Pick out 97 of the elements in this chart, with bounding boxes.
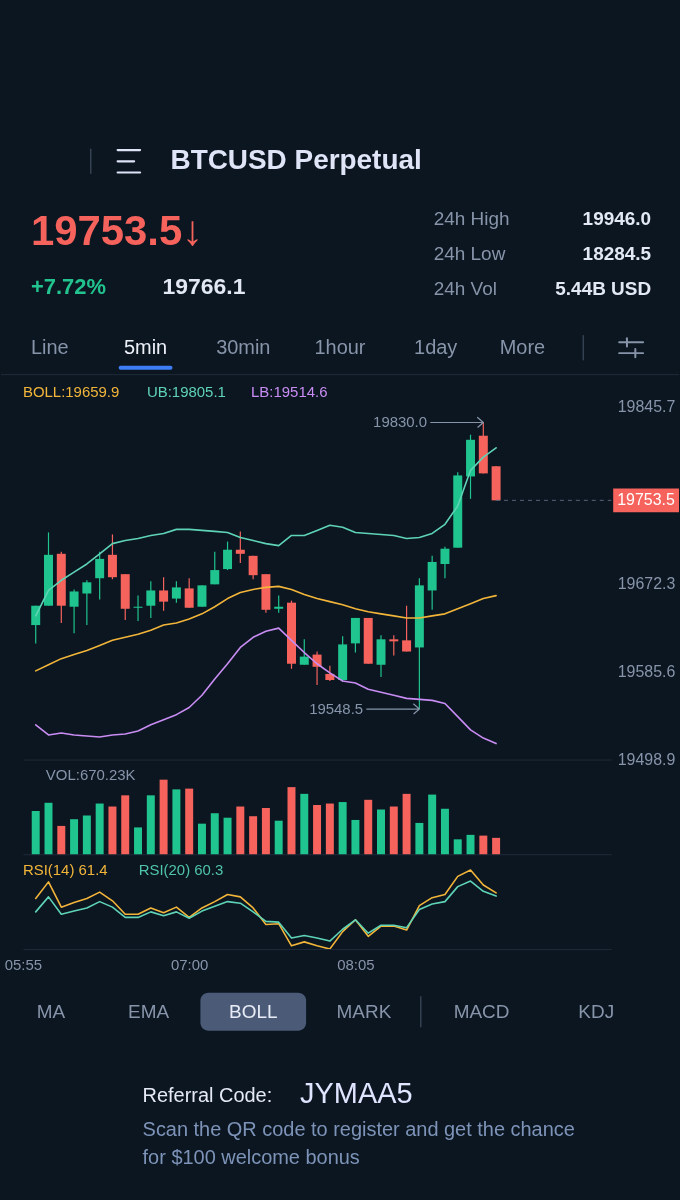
candlestick [69, 588, 79, 634]
bar [210, 813, 219, 855]
text: KDJ [578, 1000, 615, 1022]
text: MA [36, 1000, 66, 1022]
line-series [34, 627, 497, 745]
bar [338, 802, 347, 855]
text: UB:19805.1 [146, 382, 226, 400]
text: 19946.0 [582, 208, 652, 230]
candlestick [402, 605, 412, 653]
text: BOLL:19659.9 [22, 382, 120, 400]
bar [31, 810, 40, 855]
series-label: RSI(14) 61.4 [22, 861, 108, 879]
bar [95, 803, 104, 855]
text: BTCUSD Perpetual [170, 144, 422, 176]
bar [300, 793, 309, 855]
bar [313, 805, 322, 855]
bar [70, 819, 79, 855]
bar [402, 793, 411, 855]
text: 24h Vol [433, 277, 497, 299]
text: 30min [216, 335, 271, 358]
text: More [499, 335, 546, 358]
text: 19753.5↓ [30, 207, 204, 255]
bar [440, 808, 449, 855]
text: 24h High [433, 208, 510, 230]
candlestick [31, 605, 41, 644]
bar [466, 834, 475, 855]
text: 1day [414, 335, 458, 358]
text: Referral Code: [142, 1083, 273, 1106]
bar [172, 789, 181, 855]
bar [197, 823, 206, 855]
candlestick [223, 540, 233, 571]
x-tick-label: 07:00 [170, 956, 209, 974]
y-tick-label: 19672.3 [617, 574, 676, 592]
candlestick [107, 533, 117, 580]
bar [82, 815, 91, 855]
text: Scan the QR code to register and get the chance [142, 1118, 575, 1141]
line-series [34, 585, 497, 672]
text: 1hour [314, 335, 366, 358]
y-tick-label: 19498.9 [617, 751, 676, 769]
bar [274, 820, 283, 855]
text: for $100 welcome bonus [142, 1146, 360, 1169]
annotation: 19830.0 [373, 413, 428, 431]
bar [325, 803, 334, 855]
bar [249, 816, 258, 855]
series-label: RSI(20) 60.3 [138, 861, 224, 879]
bar [121, 795, 130, 855]
text: 18284.5 [582, 243, 652, 264]
candlestick [210, 551, 220, 585]
bar [146, 795, 155, 855]
bar [108, 806, 117, 855]
bar [377, 809, 385, 855]
y-tick-label: 19585.6 [617, 662, 676, 680]
bar [389, 806, 398, 855]
candlestick [133, 594, 143, 622]
bar [57, 825, 66, 855]
text: JYMAA5 [300, 1076, 413, 1109]
text: 24h Low [433, 243, 506, 264]
text: Line [31, 335, 69, 358]
bar [364, 799, 373, 855]
annotation: 19548.5 [309, 700, 364, 718]
bar [134, 827, 143, 855]
candlestick [197, 584, 207, 608]
candlestick [171, 580, 181, 604]
y-tick-label: 19845.7 [617, 397, 676, 415]
text: BOLL [229, 1000, 278, 1022]
bar [415, 822, 424, 855]
bar [479, 835, 488, 855]
candlestick [82, 579, 92, 626]
text: 5.44B USD [555, 277, 652, 299]
text: LB:19514.6 [251, 382, 328, 400]
text: MARK [336, 1000, 392, 1022]
candlestick [146, 580, 156, 619]
x-tick-label: 05:55 [4, 956, 43, 974]
candlestick [184, 577, 194, 609]
bar [453, 839, 462, 855]
bar [492, 837, 501, 855]
candlestick [389, 634, 399, 657]
bar [185, 788, 194, 855]
bar [428, 794, 437, 855]
candlestick [235, 530, 245, 564]
text: 19766.1 [162, 272, 246, 299]
candlestick [95, 551, 105, 601]
bar [236, 806, 245, 855]
bar [261, 808, 270, 855]
candlestick [159, 576, 169, 612]
text: EMA [128, 1000, 170, 1022]
text: MACD [453, 1000, 510, 1022]
bar [223, 817, 232, 855]
bar [159, 779, 168, 855]
candlestick [299, 638, 309, 666]
bar [351, 819, 360, 855]
text: 5min [123, 335, 168, 358]
candlestick [440, 546, 450, 579]
x-tick-label: 08:05 [337, 956, 375, 974]
chart-title: VOL:670.23K [45, 766, 136, 784]
annotation: 19753.5 [617, 491, 675, 509]
text: +7.72% [30, 273, 106, 299]
